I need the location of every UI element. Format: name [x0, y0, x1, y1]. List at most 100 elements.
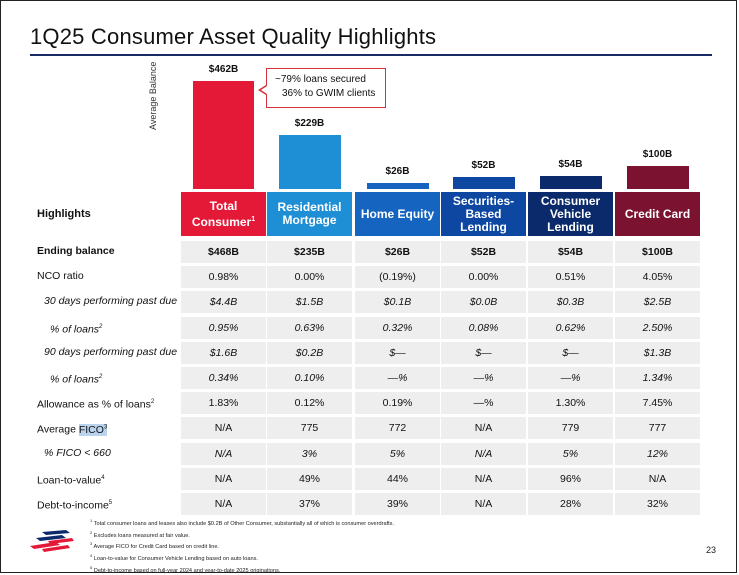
table-cell: 2.50%	[615, 316, 700, 339]
table-cell: $—	[355, 341, 440, 364]
page-number: 23	[706, 545, 717, 555]
table-cell: N/A	[181, 417, 266, 440]
table-cell: 37%	[267, 493, 352, 515]
table-cell: 0.19%	[355, 392, 440, 415]
callout-box: ~79% loans secured 36% to GWIM clients	[266, 68, 386, 108]
table-cell: N/A	[441, 442, 526, 465]
highlights-label: Highlights	[37, 208, 91, 220]
table-cell: N/A	[441, 417, 526, 440]
table-cell: $—	[441, 341, 526, 364]
table-cell: 1.83%	[181, 392, 266, 415]
table-cell: $0.0B	[441, 291, 526, 314]
table-cell: 1.30%	[528, 392, 613, 415]
footnotes: 1 Total consumer loans and leases also i…	[90, 517, 394, 575]
row-label: % of loans2	[50, 373, 103, 386]
table-cell: —%	[441, 392, 526, 415]
column-header: Consumer Vehicle Lending	[528, 192, 613, 236]
table-cell: 0.00%	[267, 266, 352, 289]
table-cell: 3%	[267, 442, 352, 465]
bar-5	[626, 165, 689, 189]
table-cell: $235B	[267, 241, 352, 263]
table-cell: —%	[441, 367, 526, 389]
table-cell: 0.34%	[181, 367, 266, 389]
bar-3	[452, 176, 515, 189]
footnote: 2 Excludes loans measured at fair value.	[90, 529, 190, 539]
table-cell: N/A	[181, 467, 266, 490]
row-label: NCO ratio	[37, 270, 84, 283]
table-cell: 0.32%	[355, 316, 440, 339]
table-cell: $—	[528, 341, 613, 364]
table-cell: 775	[267, 417, 352, 440]
bar-1	[278, 135, 341, 189]
table-cell: 4.05%	[615, 266, 700, 289]
table-cell: 1.34%	[615, 367, 700, 389]
footnote: 3 Average FICO for Credit Card based on …	[90, 541, 219, 551]
bar-value-label: $26B	[385, 165, 410, 177]
column-header: Credit Card	[615, 192, 700, 236]
y-axis-label: Average Balance	[148, 61, 158, 130]
table-cell: 0.63%	[267, 316, 352, 339]
table-cell: 32%	[615, 493, 700, 515]
table-cell: (0.19%)	[355, 266, 440, 289]
table-cell: $2.5B	[615, 291, 700, 314]
table-cell: 44%	[355, 467, 440, 490]
table-cell: 0.10%	[267, 367, 352, 389]
table-cell: $1.5B	[267, 291, 352, 314]
table-cell: 5%	[528, 442, 613, 465]
column-header: Residential Mortgage	[267, 192, 352, 236]
bar-0	[192, 81, 254, 189]
table-cell: 0.08%	[441, 316, 526, 339]
slide-title: 1Q25 Consumer Asset Quality Highlights	[30, 24, 437, 49]
table-cell: $54B	[528, 241, 613, 263]
table-cell: $0.3B	[528, 291, 613, 314]
table-cell: 0.95%	[181, 316, 266, 339]
callout-pointer-inner	[261, 86, 267, 94]
table-cell: 5%	[355, 442, 440, 465]
row-label: 90 days performing past due	[44, 345, 178, 358]
callout-line-1: ~79% loans secured	[275, 74, 366, 85]
footnote: 5 Debt-to-income based on full-year 2024…	[90, 564, 281, 574]
table-cell: $1.6B	[181, 341, 266, 364]
column-header: Securities- Based Lending	[441, 192, 526, 236]
row-label: % FICO < 660	[44, 446, 111, 459]
table-cell: 777	[615, 417, 700, 440]
table-cell: 0.00%	[441, 266, 526, 289]
bar-2	[366, 182, 429, 189]
title-rule	[30, 54, 712, 56]
column-header: Total Consumer1	[181, 192, 266, 236]
table-cell: 12%	[615, 442, 700, 465]
table-cell: —%	[528, 367, 613, 389]
table-cell: N/A	[441, 493, 526, 515]
table-cell: $4.4B	[181, 291, 266, 314]
table-cell: —%	[355, 367, 440, 389]
table-cell: $0.1B	[355, 291, 440, 314]
table-cell: $0.2B	[267, 341, 352, 364]
table-cell: 0.98%	[181, 266, 266, 289]
row-label: 30 days performing past due	[44, 295, 178, 308]
table-cell: 0.62%	[528, 316, 613, 339]
row-label: Debt-to-income5	[37, 499, 113, 512]
row-label: Loan-to-value4	[37, 474, 105, 487]
row-label: Average FICO3	[37, 423, 108, 436]
bar-value-label: $54B	[558, 159, 583, 171]
table-cell: 49%	[267, 467, 352, 490]
table-cell: $100B	[615, 241, 700, 263]
table-cell: $52B	[441, 241, 526, 263]
table-cell: 0.12%	[267, 392, 352, 415]
table-cell: 0.51%	[528, 266, 613, 289]
table-cell: N/A	[181, 442, 266, 465]
bar-value-label: $52B	[471, 159, 496, 171]
table-cell: 28%	[528, 493, 613, 515]
bar-4	[539, 176, 602, 189]
table-cell: N/A	[181, 493, 266, 515]
callout-line-2: 36% to GWIM clients	[282, 88, 376, 99]
table-cell: $26B	[355, 241, 440, 263]
table-cell: 779	[528, 417, 613, 440]
flag-logo-icon	[30, 530, 74, 552]
row-label: Allowance as % of loans2	[37, 398, 155, 411]
table-cell: $1.3B	[615, 341, 700, 364]
table-cell: N/A	[441, 467, 526, 490]
row-label: % of loans2	[50, 323, 103, 336]
table-cell: $468B	[181, 241, 266, 263]
